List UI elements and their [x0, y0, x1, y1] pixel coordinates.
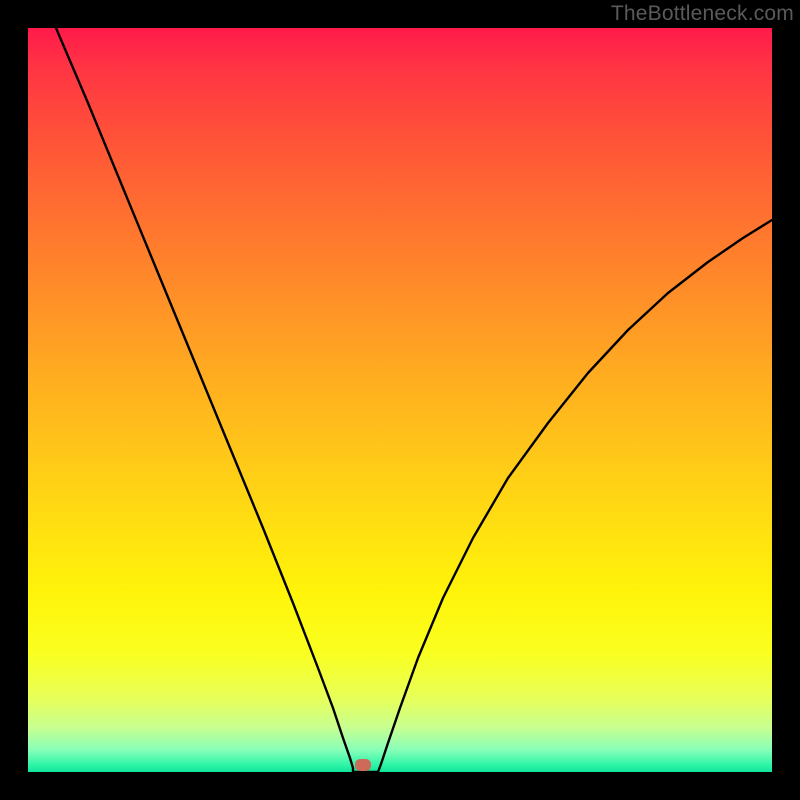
- chart-frame: TheBottleneck.com: [0, 0, 800, 800]
- optimal-point-marker: [355, 759, 371, 771]
- watermark-text: TheBottleneck.com: [611, 2, 794, 26]
- bottleneck-curve: [28, 28, 772, 772]
- plot-area: [28, 28, 772, 772]
